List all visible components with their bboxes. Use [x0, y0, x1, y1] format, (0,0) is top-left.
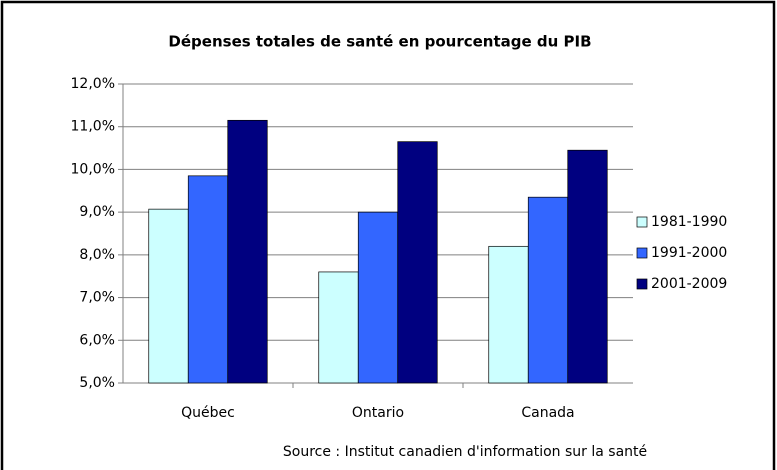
y-tick-label: 5,0% — [79, 375, 115, 391]
bar — [488, 245, 529, 384]
legend-label: 1981-1990 — [651, 214, 727, 230]
bar — [227, 119, 268, 384]
legend-swatch — [636, 216, 648, 228]
chart-title: Dépenses totales de santé en pourcentage… — [168, 33, 591, 51]
bar — [318, 271, 359, 384]
bar — [357, 211, 399, 384]
x-tick-label: Québec — [181, 405, 235, 421]
y-tick-label: 6,0% — [79, 332, 115, 348]
y-tick-label: 9,0% — [79, 204, 115, 220]
legend-label: 1991-2000 — [651, 245, 727, 261]
y-tick-label: 11,0% — [71, 119, 115, 135]
source-note: Source : Institut canadien d'information… — [283, 444, 647, 460]
legend-label: 2001-2009 — [651, 276, 727, 292]
legend-swatch — [636, 247, 648, 259]
legend-swatch — [636, 278, 648, 290]
y-tick-label: 12,0% — [71, 76, 115, 92]
y-tick-label: 7,0% — [79, 290, 115, 306]
y-tick-label: 8,0% — [79, 247, 115, 263]
x-tick-label: Ontario — [352, 405, 404, 421]
bar — [527, 196, 569, 384]
bar — [148, 208, 189, 384]
x-tick-label: Canada — [521, 405, 574, 421]
bar — [397, 141, 438, 384]
bar — [187, 175, 229, 384]
bar — [567, 149, 608, 384]
y-tick-label: 10,0% — [71, 161, 115, 177]
